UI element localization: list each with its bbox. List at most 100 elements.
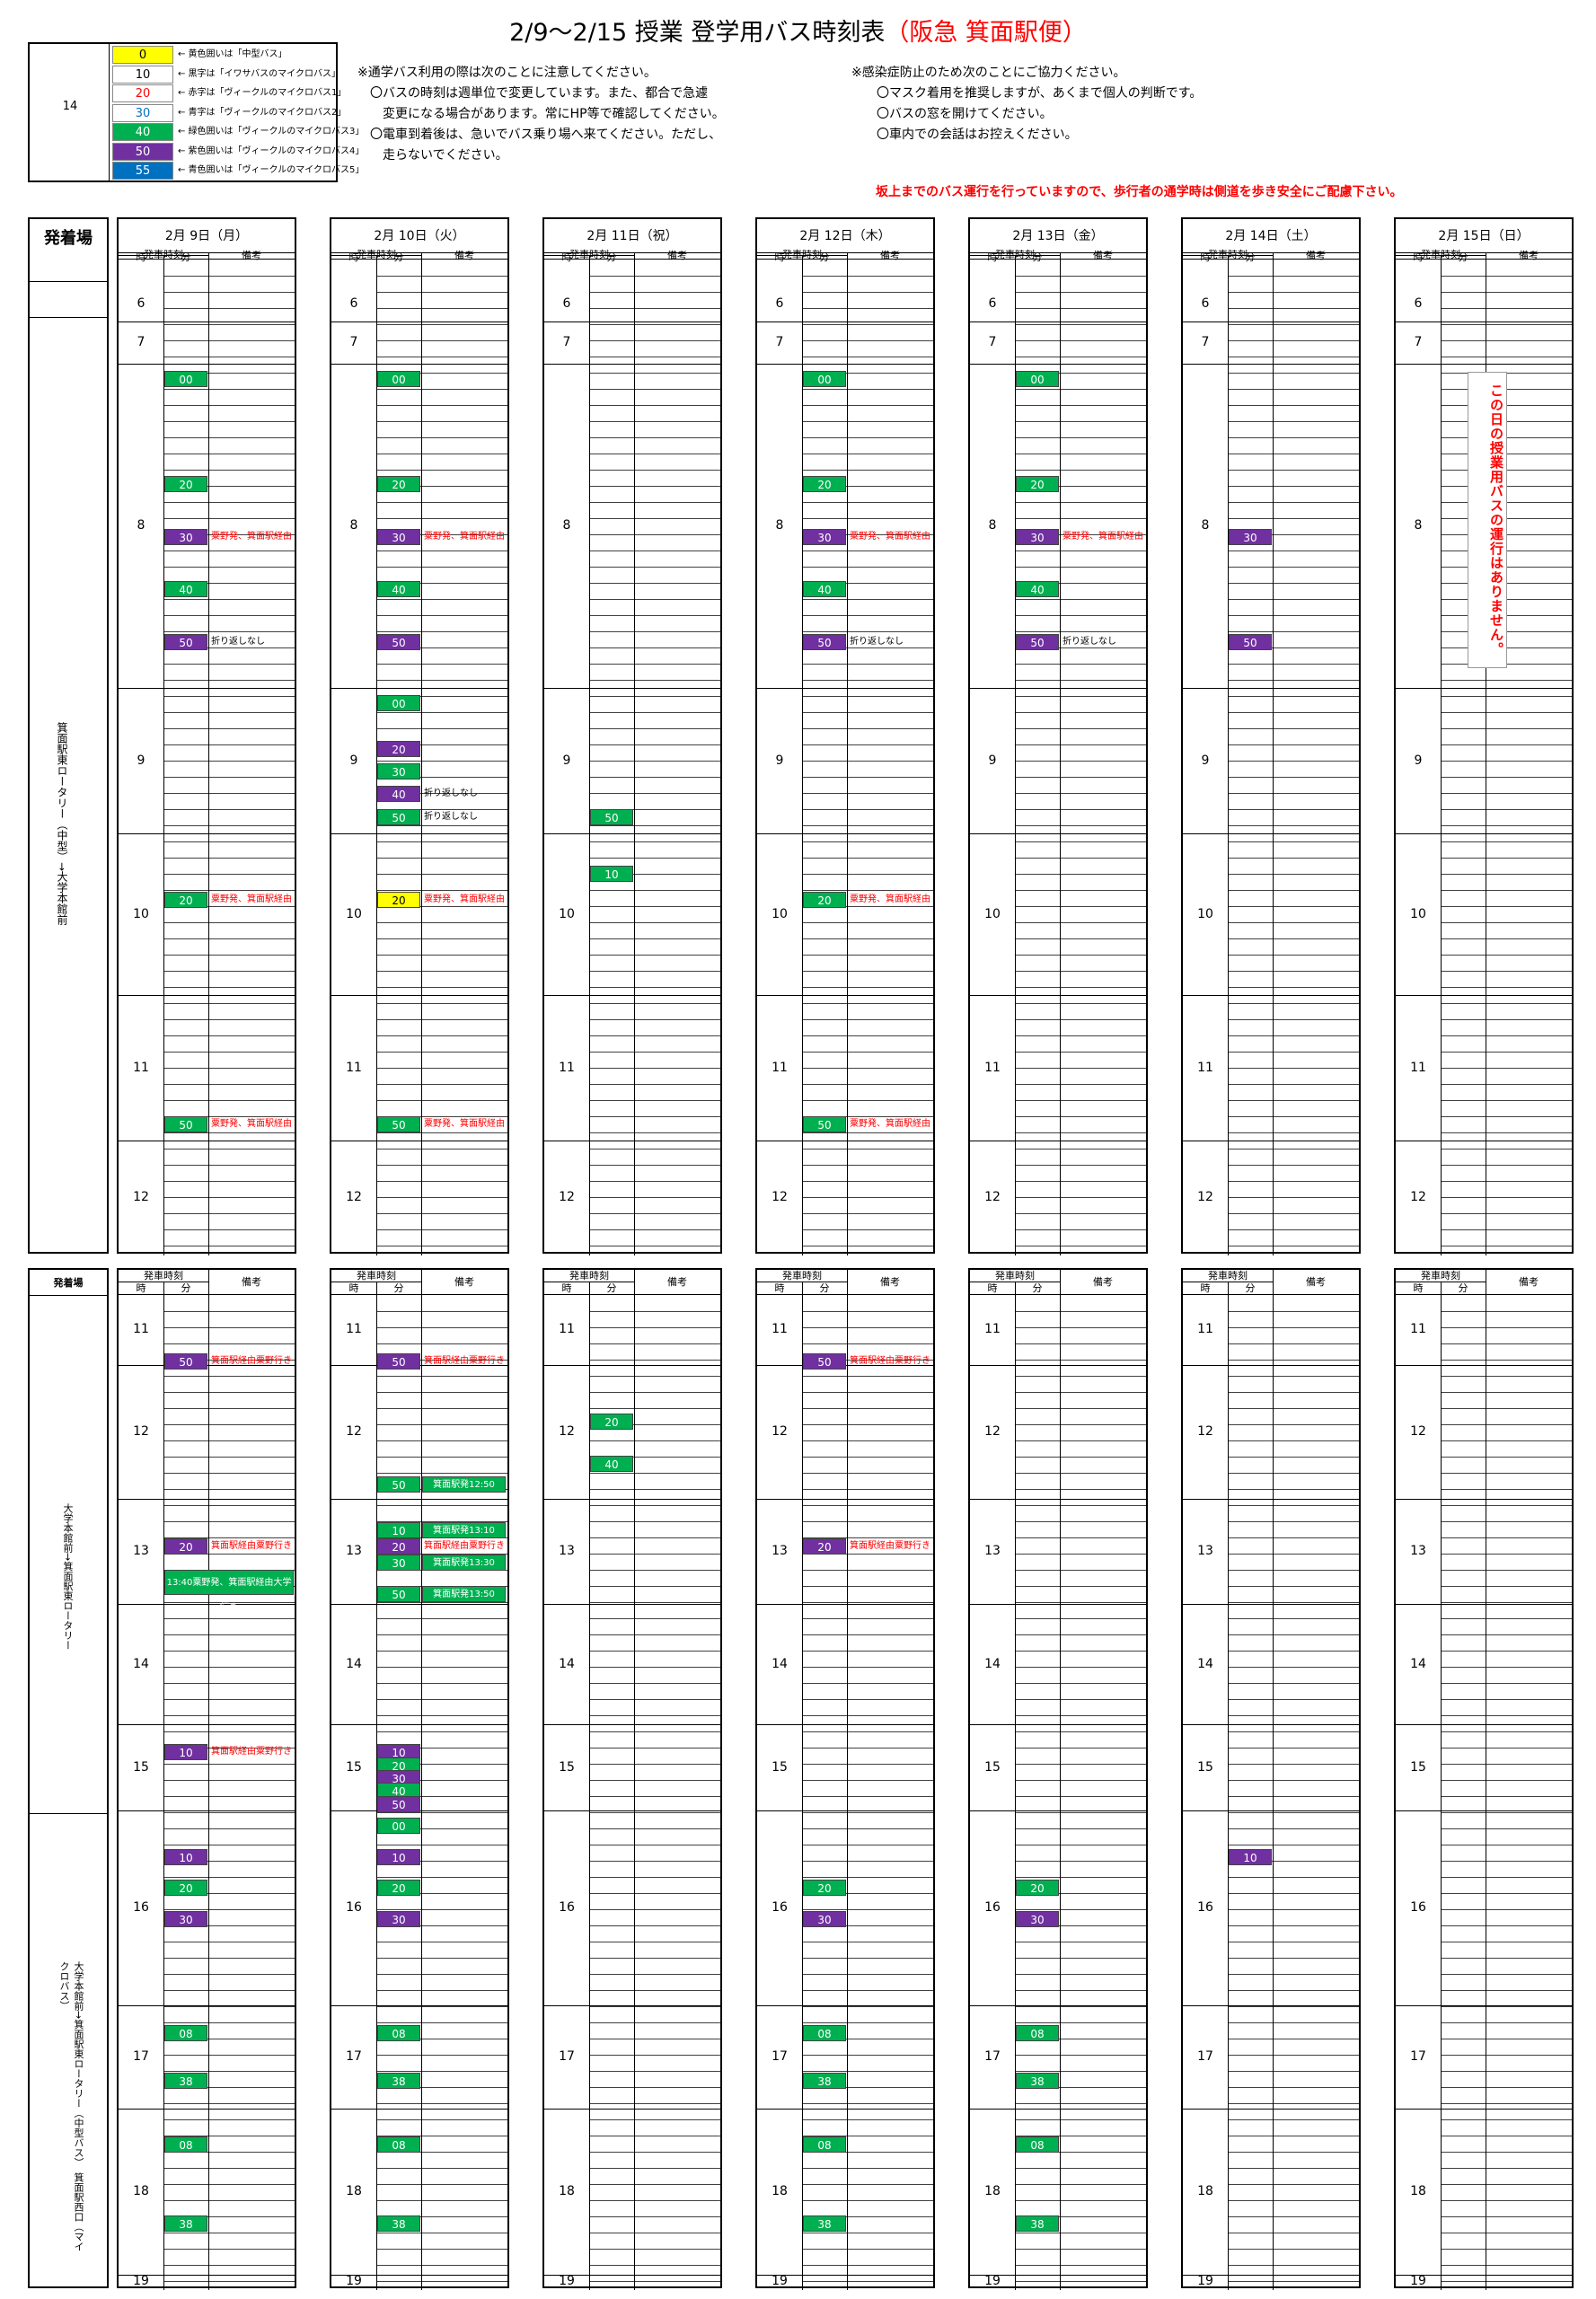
hour-label: 18 [1410, 2184, 1426, 2198]
hour-label: 14 [133, 1657, 149, 1671]
hour-label: 17 [133, 2049, 149, 2064]
hour-label: 11 [1197, 1061, 1213, 1075]
bus-departure-badge: 50 [1016, 633, 1059, 650]
hour-divider [119, 2005, 295, 2006]
bus-departure-badge: 20 [164, 1880, 207, 1896]
hour-label: 17 [559, 2049, 575, 2064]
hour-divider [970, 1810, 1146, 1811]
hour-divider [1396, 1810, 1572, 1811]
station-name-top: 箕面駅東ロータリー（中型）→大学本館前 [56, 722, 68, 926]
hour-label: 8 [775, 518, 784, 533]
hour-header: 時 [136, 1282, 146, 1294]
remarks-header: 備考 [667, 1276, 687, 1288]
hour-label: 8 [988, 518, 997, 533]
hour-label: 17 [346, 2049, 362, 2064]
bus-departure-badge: 40 [377, 786, 420, 803]
column-divider [1015, 1282, 1016, 2290]
hour-label: 19 [984, 2274, 1001, 2288]
row-rules [1016, 260, 1146, 1252]
bus-departure-badge: 50 [1229, 633, 1272, 650]
hour-divider [757, 833, 933, 834]
hour-label: 11 [133, 1061, 149, 1075]
bus-departure-badge: 08 [377, 2025, 420, 2041]
hour-label: 11 [1410, 1322, 1426, 1336]
remarks-header: 備考 [1306, 1276, 1326, 1288]
day-panel: 発車時刻時 分 備考 11 12 13 14 15 16 17 18 19 [1394, 1268, 1574, 2290]
hour-label: 7 [349, 335, 358, 349]
legend-description: ← 黄色囲いは「中型バス」 [178, 49, 287, 59]
hour-divider [757, 2005, 933, 2006]
title-main: 2/9～2/15 授業 登学用バス時刻表 [509, 19, 886, 47]
hour-divider [544, 688, 720, 689]
remarks-header: 備考 [454, 250, 474, 261]
bus-departure-badge: 50 [377, 1352, 420, 1370]
minute-header: 分 [1032, 1282, 1043, 1294]
hour-divider [544, 364, 720, 365]
hour-divider [970, 2109, 1146, 2110]
hour-divider [544, 2109, 720, 2110]
departure-note: 粟野発、箕面駅経由 [424, 531, 505, 542]
warning-text: 坂上までのバス運行を行っていますので、歩行者の通学時は側道を歩き安全にご配慮下さ… [876, 185, 1403, 199]
bus-departure-badge: 50 [377, 1586, 420, 1603]
header-divider [544, 1294, 720, 1295]
bus-departure-badge: 38 [803, 2215, 846, 2232]
day-panel: 2月 12日（木） 発車時刻時 分 備考 6 7 8 9 10 11 12 00 20 30 粟野発、箕面駅… [755, 217, 935, 1255]
hour-divider [544, 995, 720, 996]
hour-label: 19 [1410, 2274, 1426, 2288]
hour-divider [1396, 1365, 1572, 1366]
hour-label: 13 [559, 1544, 575, 1558]
bus-departure-badge: 20 [1016, 476, 1059, 492]
day-panel: 発車時刻時 分 備考 11 12 13 14 15 16 17 18 19 10 [1181, 1268, 1361, 2290]
bus-departure-badge: 38 [1016, 2072, 1059, 2089]
hour-label: 12 [984, 1190, 1001, 1204]
notes-left: ※通学バス利用の際は次のことに注意してください。 〇バスの時刻は週単位で変更して… [357, 66, 725, 163]
header-divider [757, 259, 933, 260]
hour-label: 11 [346, 1061, 362, 1075]
day-panel: 2月 11日（祝） 発車時刻時 分 備考 6 7 8 9 10 11 12 50 10 [542, 217, 722, 1255]
legend-description: ← 赤字は「ヴィークルのマイクロバス1」 [178, 88, 347, 98]
day-header: 2月 13日（金） [970, 219, 1146, 253]
hour-label: 17 [772, 2049, 788, 2064]
hour-label: 12 [133, 1424, 149, 1439]
hour-label: 9 [349, 753, 358, 768]
departure-note: 箕面駅経由粟野行き [850, 1355, 930, 1366]
departure-header: 発車時刻 [331, 250, 421, 260]
departure-header: 発車時刻 [544, 250, 634, 260]
header-divider [331, 259, 507, 260]
bus-departure-badge: 20 [590, 1414, 633, 1431]
remarks-header: 備考 [1306, 250, 1326, 261]
departure-note: 箕面駅経由粟野行き [850, 1540, 930, 1551]
hour-label: 8 [349, 518, 358, 533]
hour-label: 11 [984, 1061, 1001, 1075]
hour-label: 14 [559, 1657, 575, 1671]
minute-header: 分 [181, 1282, 191, 1294]
hour-divider [119, 364, 295, 365]
hour-divider [119, 995, 295, 996]
legend-swatch: 0 [112, 46, 173, 64]
legend-number: 14 [62, 100, 78, 113]
hour-divider [119, 1604, 295, 1605]
remarks-header: 備考 [880, 250, 900, 261]
hour-label: 19 [346, 2274, 362, 2288]
hour-divider [331, 1499, 507, 1500]
header-divider [1183, 259, 1359, 260]
header-divider [970, 1294, 1146, 1295]
departure-header: 発車時刻 [1183, 1270, 1273, 1282]
hour-divider [544, 2005, 720, 2006]
hour-label: 15 [984, 1760, 1001, 1775]
hour-header: 時 [987, 1282, 998, 1294]
departure-header: 発車時刻 [1396, 1270, 1486, 1282]
bus-departure-badge: 10 [164, 1744, 207, 1761]
hour-label: 16 [133, 1900, 149, 1915]
column-divider [1441, 256, 1442, 1255]
hour-header: 時 [774, 1282, 785, 1294]
hour-label: 6 [1414, 296, 1423, 311]
hour-divider [757, 1604, 933, 1605]
hour-label: 14 [346, 1657, 362, 1671]
column-divider [589, 1282, 590, 2290]
hour-label: 12 [559, 1424, 575, 1439]
remarks-header: 備考 [1519, 250, 1539, 261]
hour-divider [331, 1604, 507, 1605]
hour-divider [1183, 1810, 1359, 1811]
hour-label: 11 [1197, 1322, 1213, 1336]
